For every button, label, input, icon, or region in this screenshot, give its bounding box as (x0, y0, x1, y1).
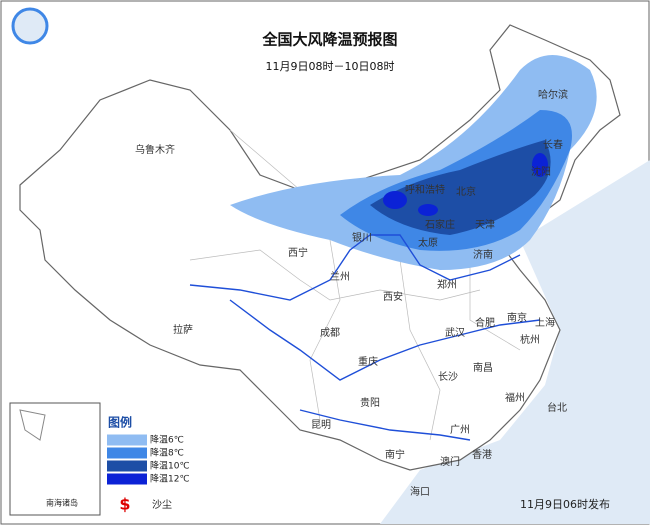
legend-swatch (107, 434, 147, 446)
legend-label: 降温6℃ (150, 434, 184, 446)
city-label: 北京 (456, 185, 476, 198)
legend-label: 降温8℃ (150, 447, 184, 459)
legend-swatch (107, 447, 147, 459)
legend-label: 降温10℃ (150, 460, 190, 472)
city-label: 哈尔滨 (538, 88, 568, 101)
city-label: 海口 (410, 485, 430, 498)
city-label: 天津 (475, 219, 495, 231)
city-label: 上海 (535, 316, 555, 329)
city-label: 广州 (450, 424, 470, 436)
legend-swatch (107, 460, 147, 472)
city-label: 拉萨 (173, 323, 193, 336)
pearl-river (299, 409, 471, 441)
cooling-12 (383, 191, 407, 209)
inset-coast (19, 409, 46, 441)
city-label: 南京 (507, 311, 527, 324)
city-label: 福州 (505, 391, 525, 404)
cooling-10 (370, 140, 551, 235)
city-label: 西安 (383, 290, 403, 303)
city-label: 石家庄 (425, 218, 455, 231)
city-label: 南昌 (473, 361, 493, 374)
city-label: 台北 (547, 401, 567, 414)
city-label: 长沙 (438, 371, 458, 383)
city-label: 兰州 (330, 270, 350, 283)
city-label: 银川 (352, 231, 372, 244)
city-label: 呼和浩特 (405, 184, 445, 196)
city-labels: 乌鲁木齐 哈尔滨 长春 沈阳 呼和浩特 北京 天津 石家庄 银川 太原 济南 西… (135, 88, 568, 498)
city-label: 澳门 (440, 455, 460, 468)
city-label: 沈阳 (531, 165, 551, 178)
province-borders (189, 129, 521, 441)
city-label: 太原 (418, 236, 438, 249)
city-label: 乌鲁木齐 (135, 143, 175, 156)
cooling-12 (418, 204, 438, 216)
yellow-river (189, 234, 521, 301)
city-label: 武汉 (445, 326, 465, 339)
city-label: 南宁 (385, 448, 405, 461)
yangtze-river (229, 299, 541, 381)
legend-label: 降温12℃ (150, 473, 190, 485)
city-label: 重庆 (358, 355, 378, 368)
city-label: 杭州 (520, 333, 540, 346)
dust-symbol: $ (119, 495, 130, 514)
city-label: 西宁 (288, 246, 308, 259)
city-label: 郑州 (437, 278, 457, 291)
city-label: 贵阳 (360, 396, 380, 409)
inset-label: 南海诸岛 (46, 498, 78, 508)
cooling-12 (532, 153, 548, 177)
legend-swatch (107, 473, 147, 485)
legend-title: 图例 (108, 415, 132, 430)
city-label: 香港 (472, 449, 492, 461)
sea (380, 160, 650, 524)
city-label: 昆明 (311, 419, 331, 431)
city-label: 成都 (320, 327, 340, 339)
city-label: 合肥 (475, 316, 495, 329)
city-label: 济南 (473, 248, 493, 261)
map-subtitle: 11月9日08时－10日08时 (266, 60, 395, 73)
map-title: 全国大风降温预报图 (261, 31, 397, 49)
logo (11, 7, 49, 45)
city-label: 长春 (543, 139, 563, 151)
dust-label: 沙尘 (152, 499, 172, 511)
issue-time: 11月9日06时发布 (520, 497, 610, 511)
